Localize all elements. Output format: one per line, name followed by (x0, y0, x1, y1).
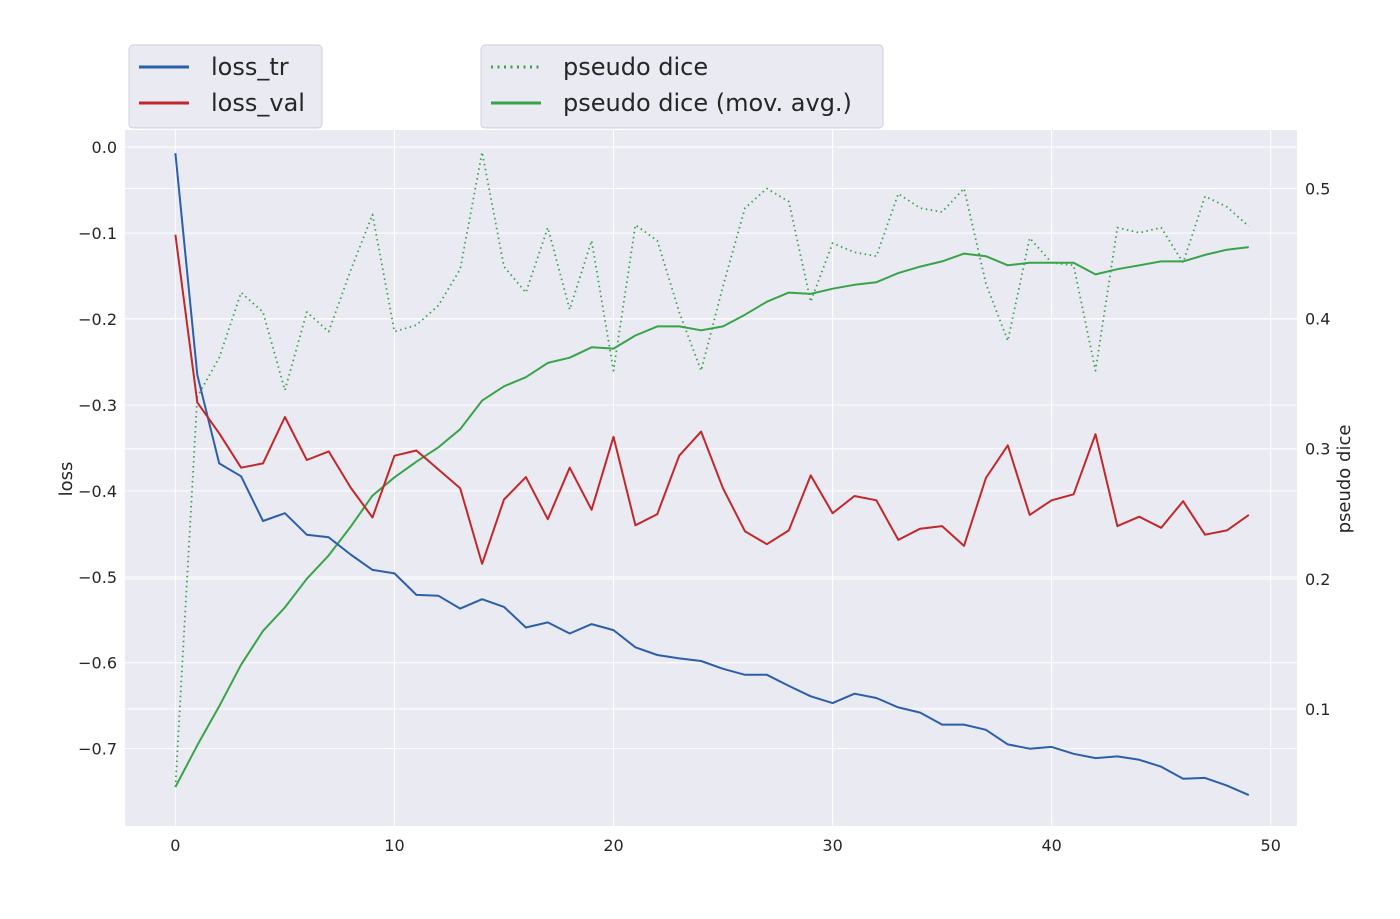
right-tick-label-2: 0.3 (1305, 440, 1330, 459)
right-tick-label-0: 0.1 (1305, 700, 1330, 719)
left-axis-ticks: 0.0 −0.1 −0.2 −0.3 −0.4 −0.5 −0.6 −0.7 (78, 138, 117, 758)
series-group (174, 151, 1250, 797)
left-tick-label-7: −0.7 (78, 740, 117, 759)
legend-dice-box (480, 44, 884, 129)
left-axis-title: loss (56, 462, 77, 497)
series-line-pseudo-dice-mov-avg (174, 246, 1249, 788)
right-tick-label-1: 0.2 (1305, 570, 1330, 589)
right-axis-title: pseudo dice (1334, 425, 1355, 534)
right-tick-label-4: 0.5 (1305, 180, 1330, 199)
left-tick-label-6: −0.6 (78, 654, 117, 673)
left-tick-label-3: −0.3 (78, 396, 117, 415)
legend-label-pseudo-dice-mov-avg: pseudo dice (mov. avg.) (563, 89, 852, 117)
right-axis-ticks: 0.1 0.2 0.3 0.4 0.5 (1305, 180, 1330, 719)
x-tick-label-20: 20 (603, 836, 623, 855)
left-tick-label-4: −0.4 (78, 482, 117, 501)
left-tick-label-0: 0.0 (92, 138, 117, 157)
series-line-loss-tr (174, 153, 1250, 797)
left-tick-label-2: −0.2 (78, 310, 117, 329)
legend-dice: pseudo dice pseudo dice (mov. avg.) (480, 44, 884, 129)
legend-label-loss-val: loss_val (211, 89, 305, 117)
series-line-loss-val (174, 234, 1250, 565)
legend-loss: loss_tr loss_val (128, 44, 323, 129)
plot-area (125, 130, 1297, 826)
x-tick-label-40: 40 (1041, 836, 1061, 855)
right-tick-label-3: 0.4 (1305, 310, 1330, 329)
grid-lines (125, 130, 1297, 826)
x-axis-ticks: 0 10 20 30 40 50 (170, 836, 1281, 855)
x-tick-label-10: 10 (384, 836, 404, 855)
x-tick-label-30: 30 (822, 836, 842, 855)
left-tick-label-1: −0.1 (78, 224, 117, 243)
x-tick-label-0: 0 (170, 836, 180, 855)
x-tick-label-50: 50 (1261, 836, 1281, 855)
legend-label-loss-tr: loss_tr (211, 53, 289, 81)
legend-label-pseudo-dice: pseudo dice (563, 53, 708, 81)
left-tick-label-5: −0.5 (78, 568, 117, 587)
